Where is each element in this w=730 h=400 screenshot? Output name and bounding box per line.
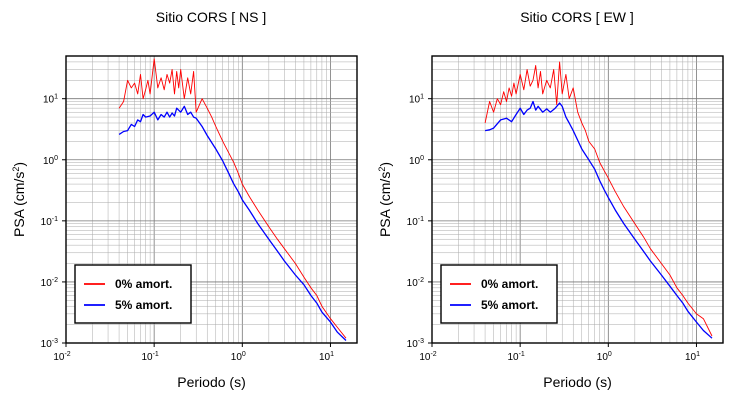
- y-tick-label: 101: [43, 94, 58, 106]
- series-group: [118, 58, 347, 341]
- x-tick-label: 10-1: [507, 351, 524, 363]
- chart-panel-2: Sitio CORS [ EW ] 10-2 10-1 100 101 101 100 10-…: [377, 9, 724, 390]
- y-tick-label: 101: [409, 94, 424, 106]
- x-tick-label: 100: [231, 351, 246, 363]
- chart-title: Sitio CORS [ NS ]: [156, 9, 266, 25]
- y-tick-label: 10-2: [407, 277, 424, 289]
- y-axis-label: PSA (cm/s2): [11, 162, 27, 237]
- y-tick-label: 10-3: [41, 338, 58, 350]
- x-tick-label: 10-1: [141, 351, 158, 363]
- x-tick-label: 10-2: [53, 351, 70, 363]
- plot-frame: [65, 55, 358, 344]
- y-tick-label: 100: [43, 155, 58, 167]
- x-tick-label: 10-2: [419, 351, 436, 363]
- y-tick-label: 100: [409, 155, 424, 167]
- series-line-undamped: [118, 58, 347, 339]
- legend-label-undamped: 0% amort.: [115, 277, 172, 291]
- y-tick-label: 10-2: [41, 277, 58, 289]
- legend-box: [440, 264, 558, 324]
- series-line-damped: [118, 105, 347, 341]
- legend: 0% amort. 5% amort.: [440, 264, 558, 324]
- y-tick-label: 10-3: [407, 338, 424, 350]
- plot-frame: [431, 55, 724, 344]
- x-tick-label: 100: [597, 351, 612, 363]
- series-group: [484, 61, 713, 339]
- x-axis-label: Periodo (s): [543, 374, 611, 390]
- legend-box: [74, 264, 192, 324]
- y-tick-label: 10-1: [41, 216, 58, 228]
- chart-panel-1: Sitio CORS [ NS ] 10-2 10-1 100 101 101 100 10-…: [11, 9, 358, 390]
- chart-title: Sitio CORS [ EW ]: [520, 9, 634, 25]
- x-tick-label: 101: [685, 351, 700, 363]
- x-axis-label: Periodo (s): [177, 374, 245, 390]
- legend-label-undamped: 0% amort.: [481, 277, 538, 291]
- legend-label-damped: 5% amort.: [481, 298, 538, 312]
- legend: 0% amort. 5% amort.: [74, 264, 192, 324]
- series-line-undamped: [484, 61, 713, 337]
- legend-label-damped: 5% amort.: [115, 298, 172, 312]
- y-axis-label: PSA (cm/s2): [377, 162, 393, 237]
- series-line-damped: [484, 100, 713, 339]
- y-tick-label: 10-1: [407, 216, 424, 228]
- x-tick-label: 101: [319, 351, 334, 363]
